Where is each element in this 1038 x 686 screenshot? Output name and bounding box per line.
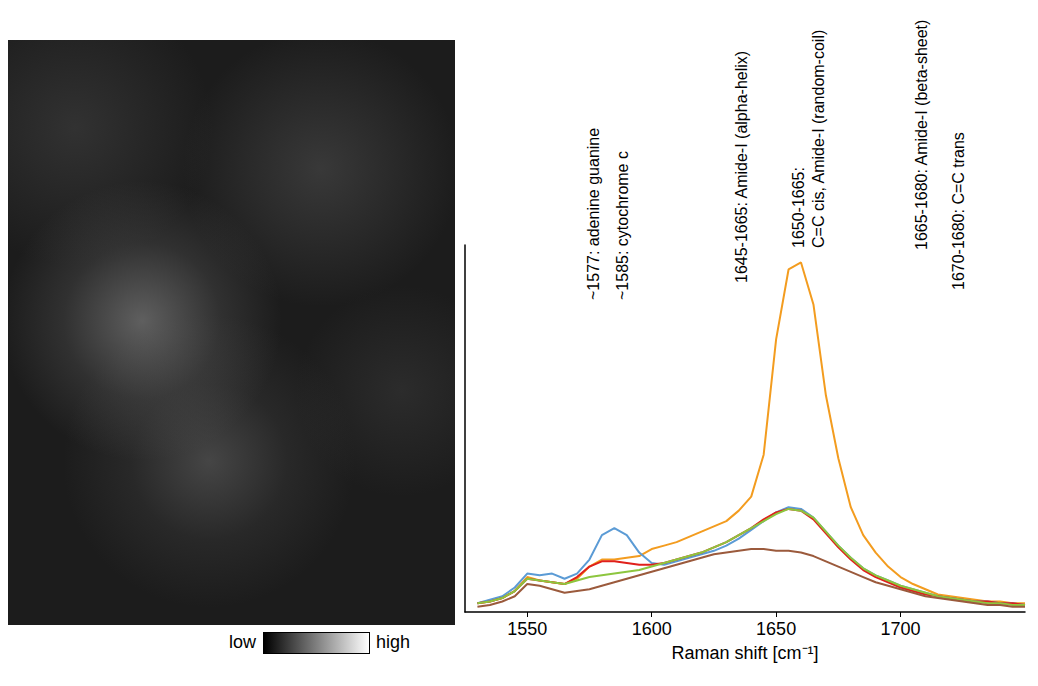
svg-text:1650: 1650	[756, 619, 796, 639]
svg-text:Raman shift [cm⁻¹]: Raman shift [cm⁻¹]	[671, 643, 818, 663]
svg-text:C=C cis, Amide-I (random-coil): C=C cis, Amide-I (random-coil)	[810, 30, 827, 248]
svg-text:1700: 1700	[881, 619, 921, 639]
svg-text:1650-1665:: 1650-1665:	[790, 167, 807, 248]
svg-text:1670-1680: C=C trans: 1670-1680: C=C trans	[950, 132, 967, 290]
html-text:high: high	[376, 632, 410, 652]
svg-text:1665-1680: Amide-I (beta-sheet: 1665-1680: Amide-I (beta-sheet)	[913, 20, 930, 250]
svg-text:~1577: adenine guanine: ~1577: adenine guanine	[585, 128, 602, 300]
svg-text:1645-1665: Amide-I (alpha-heli: 1645-1665: Amide-I (alpha-helix)	[733, 51, 750, 283]
svg-text:1550: 1550	[507, 619, 547, 639]
html-text:low: low	[229, 632, 256, 652]
svg-text:~1585: cytochrome c: ~1585: cytochrome c	[614, 151, 631, 300]
svg-text:1600: 1600	[632, 619, 672, 639]
